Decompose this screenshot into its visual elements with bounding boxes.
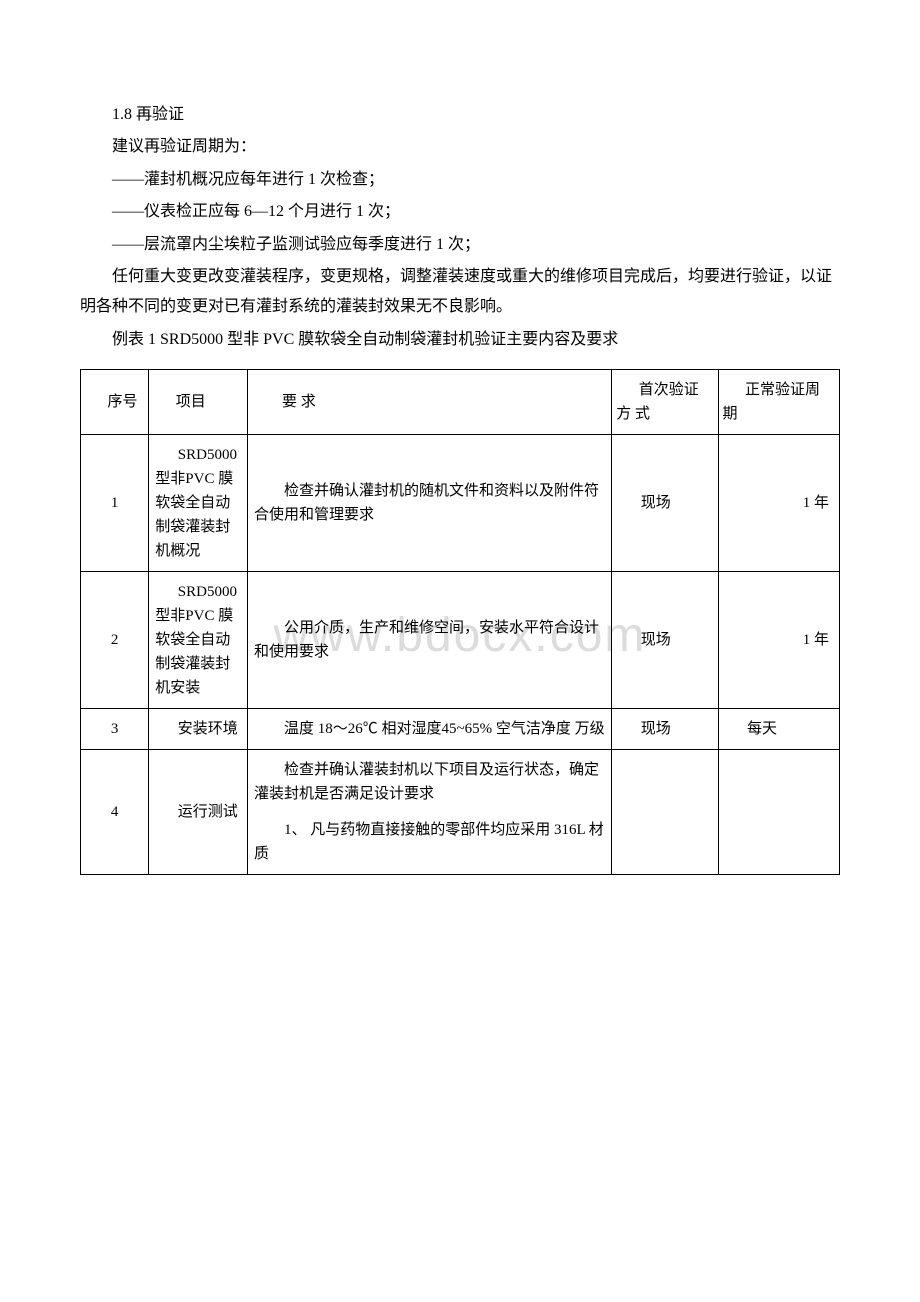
table-header-row: 序号 项目 要 求 首次验证方 式 正常验证周 期	[81, 370, 840, 435]
paragraph-item-1: ——灌封机概况应每年进行 1 次检查；	[80, 165, 840, 195]
validation-table: 序号 项目 要 求 首次验证方 式 正常验证周 期 1 SRD5000型非PVC…	[80, 369, 840, 875]
cell-item-2: SRD5000型非PVC 膜软袋全自动制袋灌装封机安装	[149, 572, 248, 709]
cell-item-1: SRD5000型非PVC 膜软袋全自动制袋灌装封机概况	[149, 435, 248, 572]
cell-seq-4: 4	[81, 750, 149, 875]
item-text-3: 安装环境	[155, 717, 241, 741]
table-row: 2 SRD5000型非PVC 膜软袋全自动制袋灌装封机安装 公用介质，生产和维修…	[81, 572, 840, 709]
table-row: 3 安装环境 温度 18～26℃ 相对湿度45~65% 空气洁净度 万级 现场 …	[81, 709, 840, 750]
cell-method-3: 现场	[612, 709, 718, 750]
req-text-2: 公用介质，生产和维修空间，安装水平符合设计和使用要求	[254, 616, 605, 664]
paragraph-intro: 建议再验证周期为：	[80, 132, 840, 162]
item-text-4: 运行测试	[155, 800, 241, 824]
cell-req-4: 检查并确认灌装封机以下项目及运行状态，确定灌装封机是否满足设计要求 1、 凡与药…	[247, 750, 611, 875]
method-text-2: 现场	[618, 628, 711, 652]
req-text-1: 检查并确认灌封机的随机文件和资料以及附件符合使用和管理要求	[254, 479, 605, 527]
cell-seq-1: 1	[81, 435, 149, 572]
section-heading: 1.8 再验证	[80, 100, 840, 130]
document-content: 1.8 再验证 建议再验证周期为： ——灌封机概况应每年进行 1 次检查； ——…	[80, 100, 840, 875]
req-text-4-sub: 1、 凡与药物直接接触的零部件均应采用 316L 材质	[254, 818, 605, 866]
method-text-3: 现场	[618, 717, 711, 741]
table-row: 4 运行测试 检查并确认灌装封机以下项目及运行状态，确定灌装封机是否满足设计要求…	[81, 750, 840, 875]
item-text-2: SRD5000型非PVC 膜软袋全自动制袋灌装封机安装	[155, 580, 241, 700]
cell-method-2: 现场	[612, 572, 718, 709]
table-row: 1 SRD5000型非PVC 膜软袋全自动制袋灌装封机概况 检查并确认灌封机的随…	[81, 435, 840, 572]
header-method: 首次验证方 式	[612, 370, 718, 435]
table-title: 例表 1 SRD5000 型非 PVC 膜软袋全自动制袋灌封机验证主要内容及要求	[80, 325, 840, 355]
cell-req-1: 检查并确认灌封机的随机文件和资料以及附件符合使用和管理要求	[247, 435, 611, 572]
paragraph-item-3: ——层流罩内尘埃粒子监测试验应每季度进行 1 次；	[80, 230, 840, 260]
paragraph-item-2: ——仪表检正应每 6—12 个月进行 1 次；	[80, 197, 840, 227]
cell-method-4	[612, 750, 718, 875]
paragraph-long: 任何重大变更改变灌装程序，变更规格，调整灌装速度或重大的维修项目完成后，均要进行…	[80, 262, 840, 323]
header-period: 正常验证周 期	[718, 370, 839, 435]
cell-period-4	[718, 750, 839, 875]
cell-period-1: 1 年	[718, 435, 839, 572]
cell-method-1: 现场	[612, 435, 718, 572]
req-text-4-main: 检查并确认灌装封机以下项目及运行状态，确定灌装封机是否满足设计要求	[254, 758, 605, 806]
req-text-3: 温度 18～26℃ 相对湿度45~65% 空气洁净度 万级	[254, 717, 605, 741]
cell-seq-3: 3	[81, 709, 149, 750]
cell-seq-2: 2	[81, 572, 149, 709]
item-text-1: SRD5000型非PVC 膜软袋全自动制袋灌装封机概况	[155, 443, 241, 563]
header-req: 要 求	[247, 370, 611, 435]
cell-period-3: 每天	[718, 709, 839, 750]
cell-item-3: 安装环境	[149, 709, 248, 750]
header-item: 项目	[149, 370, 248, 435]
cell-item-4: 运行测试	[149, 750, 248, 875]
cell-period-2: 1 年	[718, 572, 839, 709]
period-text-3: 每天	[725, 717, 833, 741]
cell-req-2: 公用介质，生产和维修空间，安装水平符合设计和使用要求	[247, 572, 611, 709]
header-seq: 序号	[81, 370, 149, 435]
cell-req-3: 温度 18～26℃ 相对湿度45~65% 空气洁净度 万级	[247, 709, 611, 750]
method-text-1: 现场	[618, 491, 711, 515]
